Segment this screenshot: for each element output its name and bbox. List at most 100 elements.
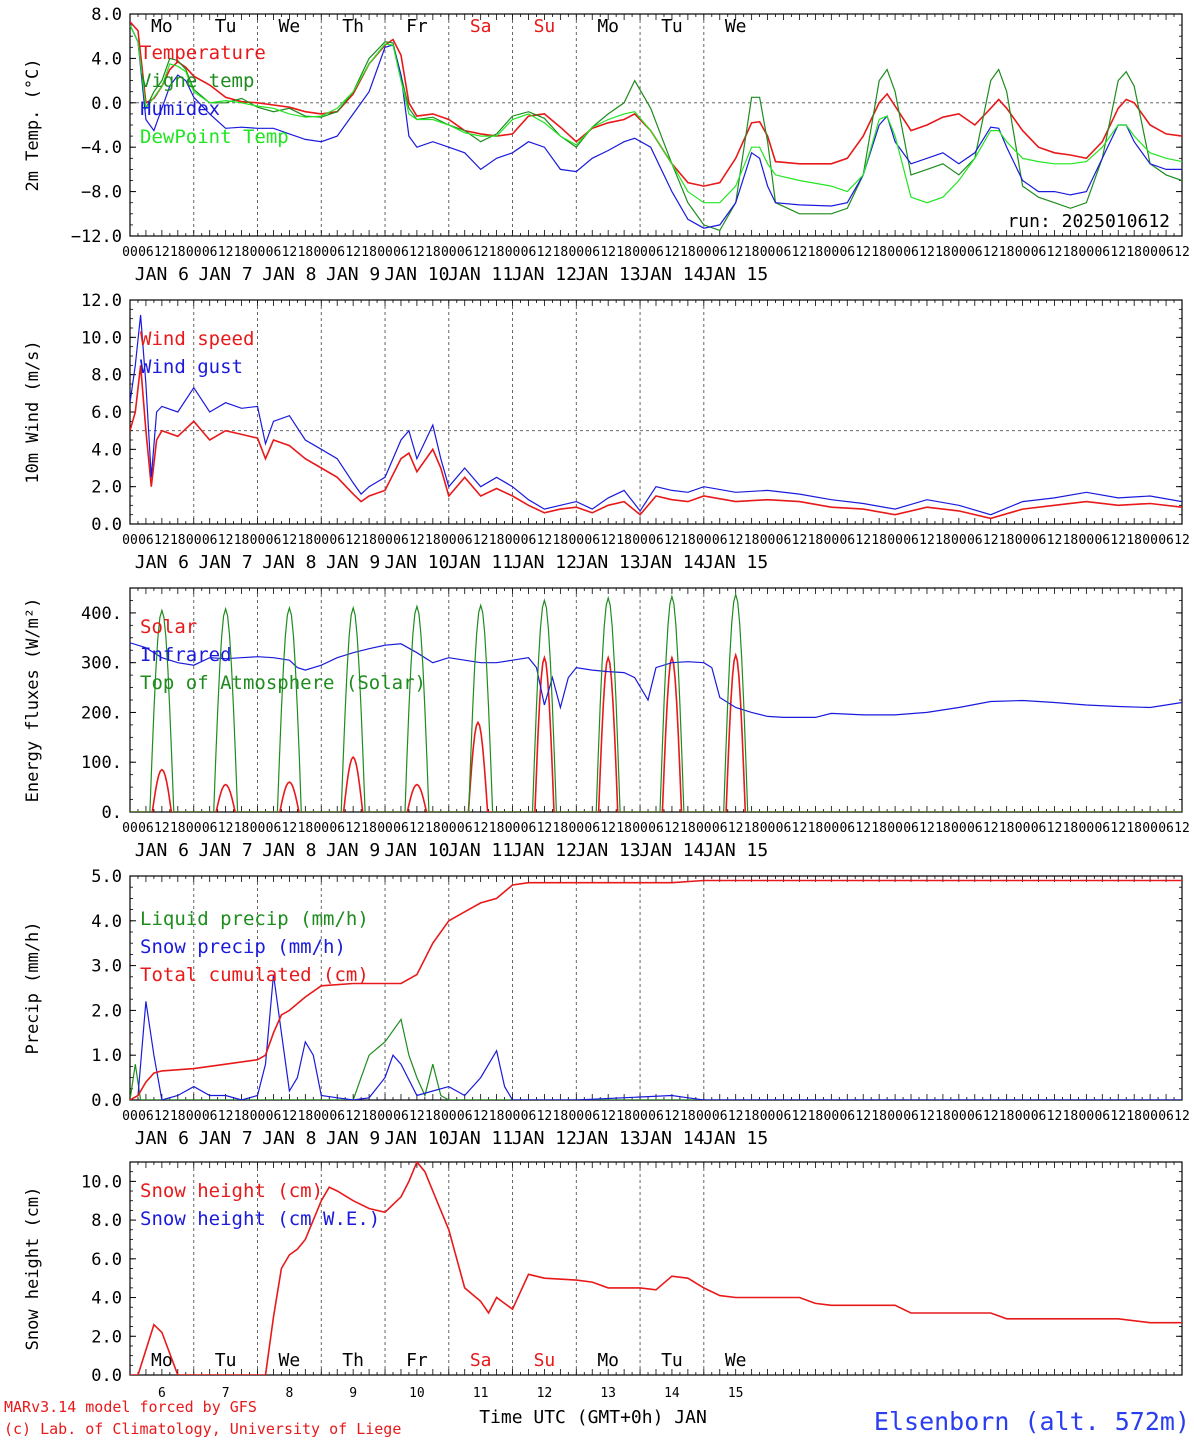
day-number: 15 [728, 1386, 744, 1401]
hour-tick-label: 00 [760, 1109, 776, 1124]
hour-tick-label: 06 [457, 533, 473, 548]
hour-tick-label: 00 [377, 821, 393, 836]
hour-tick-label: 00 [696, 821, 712, 836]
hour-tick-label: 00 [760, 245, 776, 260]
hour-tick-label: 18 [489, 1109, 505, 1124]
hour-tick-label: 00 [824, 533, 840, 548]
hour-tick-label: 12 [792, 1109, 808, 1124]
hour-tick-label: 00 [441, 1109, 457, 1124]
hour-tick-label: 12 [983, 245, 999, 260]
hour-tick-label: 06 [393, 821, 409, 836]
hour-tick-label: 18 [680, 1109, 696, 1124]
hour-tick-label: 06 [138, 245, 154, 260]
day-name: Mo [597, 1350, 619, 1371]
hour-tick-label: 18 [170, 821, 186, 836]
hour-tick-label: 06 [712, 533, 728, 548]
hour-tick-label: 18 [808, 245, 824, 260]
y-tick-label: 400. [81, 604, 122, 624]
day-name: Mo [151, 16, 173, 37]
y-tick-label: 0. [102, 803, 122, 823]
panel-3: 400. 300. 200. 100. 0. Energy fluxes (W/m²) 00… [23, 587, 1190, 861]
date-label: JAN 8 [262, 1128, 316, 1149]
series-group [130, 1162, 1182, 1375]
series-line-total-cumulated-cm- [130, 879, 1182, 1100]
hour-tick-label: 18 [616, 1109, 632, 1124]
hour-tick-label: 00 [313, 1109, 329, 1124]
hour-tick-label: 06 [776, 821, 792, 836]
hour-tick-label: 00 [1142, 533, 1158, 548]
hour-tick-label: 18 [999, 1109, 1015, 1124]
hour-tick-label: 18 [425, 1109, 441, 1124]
y-tick-label: 300. [81, 654, 122, 674]
y-tick-label: −8.0 [81, 183, 122, 203]
y-tick-label: 8.0 [91, 5, 122, 25]
legend-entry: DewPoint Temp [140, 126, 289, 148]
hour-tick-label: 12 [600, 245, 616, 260]
panels: 8.0 4.0 0.0 −4.0 −8.0 −12.0 2m Temp. (°C) Mo Tu W… [23, 5, 1190, 1401]
hour-tick-label: 18 [553, 245, 569, 260]
series-line-humidex [130, 24, 1182, 229]
hour-tick-label: 12 [537, 821, 553, 836]
hour-tick-label: 12 [600, 533, 616, 548]
hour-tick-label: 00 [505, 821, 521, 836]
hour-tick-label: 06 [648, 821, 664, 836]
station-label: Elsenborn (alt. 572m) [874, 1407, 1190, 1436]
hour-tick-label: 12 [1047, 533, 1063, 548]
hour-tick-label: 12 [1174, 245, 1190, 260]
legend-entry: Total cumulated (cm) [140, 964, 369, 986]
date-label: JAN 14 [639, 552, 704, 573]
hour-tick-label: 06 [1158, 821, 1174, 836]
hour-tick-label: 06 [457, 821, 473, 836]
date-label: JAN 15 [703, 840, 768, 861]
panel-1: 8.0 4.0 0.0 −4.0 −8.0 −12.0 2m Temp. (°C) Mo Tu W… [23, 5, 1190, 285]
hour-tick-label: 12 [1174, 821, 1190, 836]
date-label: JAN 12 [512, 840, 577, 861]
hour-tick-label: 00 [568, 821, 584, 836]
hour-tick-label: 06 [521, 245, 537, 260]
hour-tick-label: 12 [1047, 821, 1063, 836]
series-line-dewpoint-temp [130, 24, 1182, 204]
hour-tick-label: 00 [696, 245, 712, 260]
hour-tick-label: 00 [441, 821, 457, 836]
hour-tick-label: 06 [329, 821, 345, 836]
hour-tick-label: 06 [839, 1109, 855, 1124]
hour-tick-label: 12 [728, 821, 744, 836]
hour-tick-label: 06 [202, 533, 218, 548]
hour-tick-label: 12 [728, 245, 744, 260]
hour-tick-label: 12 [1110, 533, 1126, 548]
hour-tick-label: 06 [584, 533, 600, 548]
hour-tick-label: 18 [361, 245, 377, 260]
hour-tick-label: 12 [345, 245, 361, 260]
hour-tick-label: 18 [744, 533, 760, 548]
series-line-wind-speed [130, 365, 1182, 520]
y-tick-label: −4.0 [81, 138, 122, 158]
hour-tick-label: 12 [282, 821, 298, 836]
hour-tick-label: 12 [1174, 533, 1190, 548]
day-name: Tu [661, 16, 683, 37]
hour-tick-label: 06 [903, 821, 919, 836]
date-label: JAN 8 [262, 840, 316, 861]
y-tick-label: 12.0 [81, 291, 122, 311]
day-number: 8 [285, 1386, 293, 1401]
hour-tick-label: 18 [361, 821, 377, 836]
hour-tick-label: 00 [505, 1109, 521, 1124]
hour-tick-label: 12 [282, 533, 298, 548]
hour-tick-label: 06 [266, 821, 282, 836]
hour-tick-label: 18 [616, 245, 632, 260]
day-number: 7 [222, 1386, 230, 1401]
y-tick-label: 4.0 [91, 912, 122, 932]
hour-tick-label: 06 [903, 533, 919, 548]
hour-tick-label: 00 [887, 533, 903, 548]
day-name: Tu [215, 1350, 237, 1371]
y-tick-label: 0.0 [91, 1366, 122, 1386]
day-name: We [279, 16, 301, 37]
hour-tick-label: 12 [154, 821, 170, 836]
hour-tick-label: 18 [1063, 533, 1079, 548]
hour-tick-label: 12 [473, 821, 489, 836]
hour-tick-label: 00 [250, 821, 266, 836]
hour-tick-label: 18 [616, 533, 632, 548]
date-label: JAN 12 [512, 552, 577, 573]
panel-5: 10.0 8.0 6.0 4.0 2.0 0.0 Snow height (cm) Mo Tu W… [23, 1161, 1183, 1401]
hour-tick-label: 12 [473, 245, 489, 260]
